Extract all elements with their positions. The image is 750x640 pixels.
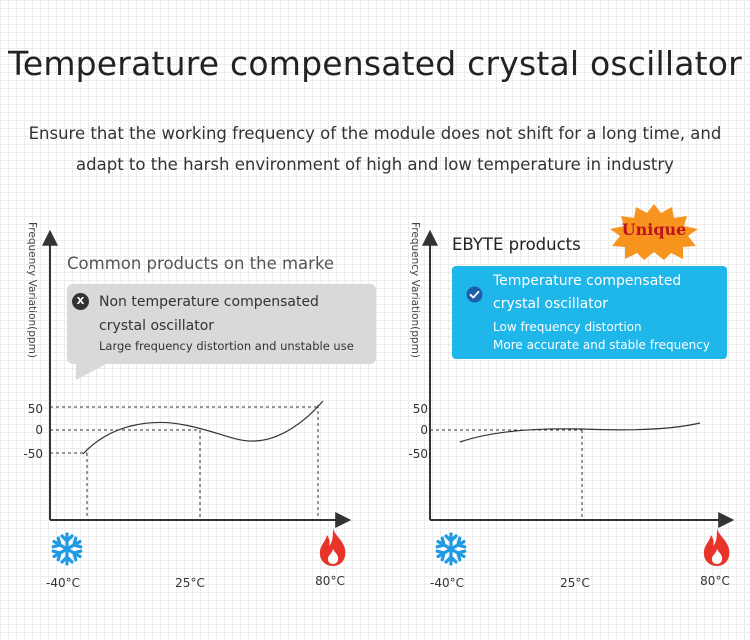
right-callout-detail: Low frequency distortion More accurate a… <box>493 318 710 354</box>
flame-icon <box>319 528 346 566</box>
right-x-tick-25: 25°C <box>560 576 590 590</box>
right-frequency-curve <box>459 422 701 443</box>
right-callout-detail-line-1: Low frequency distortion <box>493 320 642 334</box>
right-y-axis-label: Frequency Variation(ppm) <box>409 222 421 358</box>
check-circle-icon <box>466 286 483 303</box>
left-chart <box>42 229 352 528</box>
left-y-axis-label: Frequency Variation(ppm) <box>26 222 38 358</box>
snowflake-icon <box>435 532 467 566</box>
right-callout-detail-line-2: More accurate and stable frequency <box>493 338 710 352</box>
page-subtitle: Ensure that the working frequency of the… <box>0 118 750 180</box>
right-y-tick-minus-50: -50 <box>408 447 428 461</box>
left-callout-detail: Large frequency distortion and unstable … <box>99 339 354 353</box>
right-x-tick-80: 80°C <box>700 574 730 588</box>
left-callout-title-line-2: crystal oscillator <box>99 318 215 334</box>
left-y-tick-0: 0 <box>35 423 43 437</box>
right-y-tick-50: 50 <box>412 402 428 416</box>
unique-badge-burst <box>610 204 698 260</box>
right-y-tick-0: 0 <box>420 423 428 437</box>
left-y-tick-50: 50 <box>27 402 43 416</box>
subtitle-line-1: Ensure that the working frequency of the… <box>28 124 722 143</box>
left-callout-title: Non temperature compensated crystal osci… <box>99 290 319 338</box>
left-callout <box>67 284 376 364</box>
right-callout-title-line-1: Temperature compensated <box>493 273 682 289</box>
left-callout-pointer <box>76 362 110 380</box>
right-panel-heading: EBYTE products <box>452 235 581 254</box>
right-x-tick-minus-40: -40°C <box>430 576 464 590</box>
right-callout-title: Temperature compensated crystal oscillat… <box>493 270 681 316</box>
left-panel-heading: Common products on the marke <box>67 254 335 273</box>
unique-badge-label: Unique <box>621 220 687 239</box>
subtitle-line-2: adapt to the harsh environment of high a… <box>76 155 674 174</box>
right-callout-title-line-2: crystal oscillator <box>493 296 609 312</box>
x-circle-icon: X <box>72 293 89 310</box>
left-y-tick-minus-50: -50 <box>23 447 43 461</box>
left-guide-lines <box>50 405 320 520</box>
right-chart <box>422 229 735 528</box>
page-title: Temperature compensated crystal oscillat… <box>8 44 742 83</box>
snowflake-icon <box>51 532 83 566</box>
left-x-tick-80: 80°C <box>315 574 345 588</box>
right-guide-lines <box>430 429 583 520</box>
left-x-tick-minus-40: -40°C <box>46 576 80 590</box>
right-callout <box>452 266 727 359</box>
flame-icon <box>703 528 730 566</box>
left-callout-title-line-1: Non temperature compensated <box>99 294 319 310</box>
left-frequency-curve <box>82 400 324 455</box>
left-x-tick-25: 25°C <box>175 576 205 590</box>
